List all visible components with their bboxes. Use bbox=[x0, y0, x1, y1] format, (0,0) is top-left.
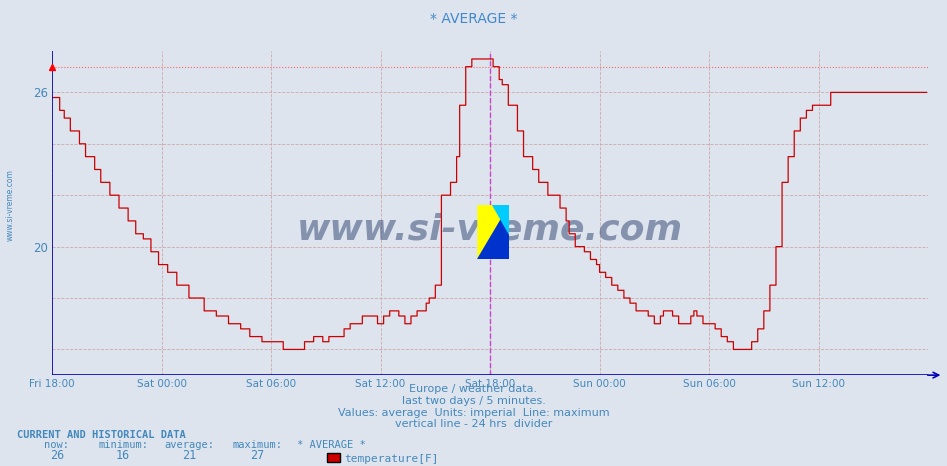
Text: 26: 26 bbox=[49, 449, 64, 462]
Polygon shape bbox=[477, 205, 509, 259]
Text: CURRENT AND HISTORICAL DATA: CURRENT AND HISTORICAL DATA bbox=[17, 430, 186, 440]
Polygon shape bbox=[491, 205, 509, 234]
Text: minimum:: minimum: bbox=[98, 440, 148, 450]
Text: now:: now: bbox=[45, 440, 69, 450]
Text: 27: 27 bbox=[250, 449, 265, 462]
Text: temperature[F]: temperature[F] bbox=[344, 453, 438, 464]
Text: www.si-vreme.com: www.si-vreme.com bbox=[297, 212, 683, 247]
Text: last two days / 5 minutes.: last two days / 5 minutes. bbox=[402, 396, 545, 406]
Text: 16: 16 bbox=[116, 449, 131, 462]
Text: * AVERAGE *: * AVERAGE * bbox=[430, 12, 517, 26]
Text: 21: 21 bbox=[182, 449, 197, 462]
Text: vertical line - 24 hrs  divider: vertical line - 24 hrs divider bbox=[395, 419, 552, 429]
Text: * AVERAGE *: * AVERAGE * bbox=[297, 440, 366, 450]
Text: Values: average  Units: imperial  Line: maximum: Values: average Units: imperial Line: ma… bbox=[338, 408, 609, 418]
Text: www.si-vreme.com: www.si-vreme.com bbox=[6, 169, 15, 241]
Polygon shape bbox=[477, 205, 509, 259]
Text: maximum:: maximum: bbox=[233, 440, 282, 450]
Text: average:: average: bbox=[165, 440, 214, 450]
Text: Europe / weather data.: Europe / weather data. bbox=[409, 384, 538, 394]
